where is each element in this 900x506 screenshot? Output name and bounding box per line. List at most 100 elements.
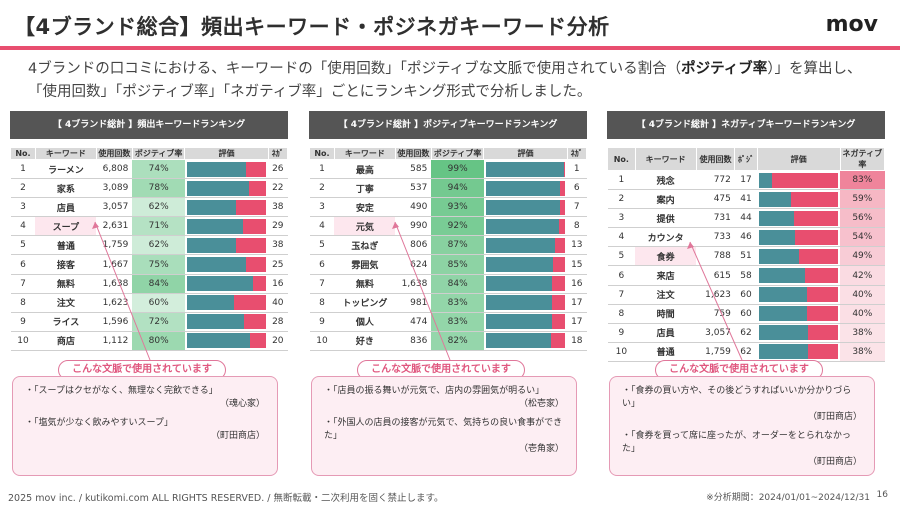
evaluation-bar-cell [184,216,269,237]
evaluation-bar [186,333,267,349]
evaluation-bar-cell [184,235,269,256]
negative-bar-segment [558,218,566,234]
rate-cell: 72% [132,312,185,332]
evaluation-bar-cell [483,197,568,218]
count-cell: 1,596 [96,312,133,332]
other-rate-cell: 42% [840,265,885,286]
rank-cell: 2 [10,178,36,199]
rate-cell: 51 [734,246,758,267]
evaluation-bar [186,199,267,215]
quote-item: ・「塩気が少なく飲みやすいスープ」 （町田商店） [25,417,265,443]
table-row: 7 無料 1,638 84% 16 [10,274,288,294]
count-cell: 1,623 [96,293,133,313]
quote-callout: ・「店員の振る舞いが元気で、店内の雰囲気が明るい」 （松壱家） ・「外国人の店員の接… [311,376,577,476]
rank-cell: 7 [309,274,335,294]
rank-cell: 5 [10,235,36,256]
table-row: 6 来店 615 58 42% [607,265,885,286]
rate-cell: 84% [431,274,484,294]
positive-bar-segment [759,248,800,264]
negative-bar-segment [236,199,267,215]
evaluation-bar-cell [483,312,568,332]
table-row: 4 カウンタ 733 46 54% [607,227,885,248]
table-row: 4 スープ 2,631 71% 29 [10,216,288,237]
header: 【4ブランド総合】頻出キーワード・ポジネガキーワード分析 mov [0,0,900,52]
negative-bar-segment [560,180,566,196]
count-cell: 981 [395,293,432,313]
negative-bar-segment [808,325,839,341]
rank-cell: 7 [607,285,636,305]
rank-cell: 4 [607,227,636,248]
evaluation-bar-cell [757,170,841,191]
positive-bar-segment [759,172,773,188]
evaluation-bar [186,161,267,177]
negative-bar-segment [806,287,839,303]
keyword-cell: ラーメン [35,159,97,180]
ranking-table: No. キーワード 使用回数 ポジティブ率 評価 ﾈｶﾞ 1 ラーメン 6,808 74% 26 2 家… [10,147,289,351]
evaluation-bar-cell [757,208,841,229]
positive-bar-segment [186,180,249,196]
rank-cell: 8 [10,293,36,313]
evaluation-bar-cell [184,331,269,351]
positive-bar-segment [759,268,805,284]
positive-bar-segment [485,257,554,273]
column-header: 使用回数 [695,147,736,171]
keyword-cell: カウンタ [635,227,697,248]
keyword-cell: 家系 [35,178,97,199]
panel-title: 【 4ブランド総計 】頻出キーワードランキング [10,111,288,139]
rate-cell: 46 [734,227,758,248]
rank-cell: 8 [607,304,636,324]
evaluation-bar [485,237,566,253]
negative-bar-segment [804,268,839,284]
negative-bar-segment [564,161,566,177]
table-row: 2 家系 3,089 78% 22 [10,178,288,199]
quote-source: （松壱家） [518,399,564,409]
count-cell: 759 [696,304,735,324]
column-header: ﾎﾟｼﾞ [734,147,758,171]
rank-cell: 1 [10,159,36,180]
table-row: 1 残念 772 17 83% [607,170,885,191]
count-cell: 836 [395,331,432,351]
rate-cell: 93% [431,197,484,218]
keyword-cell: 商店 [35,331,97,351]
count-cell: 3,057 [96,197,133,218]
positive-bar-segment [186,218,244,234]
panel-title: 【 4ブランド総計 】ネガティブキーワードランキング [607,111,885,139]
ranking-table: No. キーワード 使用回数 ﾎﾟｼﾞ 評価 ネガティブ率 1 残念 772 17 83% 2 案内 47… [607,147,886,362]
rank-cell: 9 [607,323,636,343]
count-cell: 1,759 [696,342,735,362]
evaluation-bar [186,218,267,234]
rank-cell: 9 [309,312,335,332]
evaluation-bar [759,268,839,284]
positive-bar-segment [485,295,552,311]
count-cell: 733 [696,227,735,248]
other-rate-cell: 7 [567,197,587,218]
negative-bar-segment [791,191,839,207]
positive-bar-segment [485,237,555,253]
quote-item: ・「店員の振る舞いが元気で、店内の雰囲気が明るい」 （松壱家） [324,385,564,411]
table-row: 7 無料 1,638 84% 16 [309,274,587,294]
quote-source: （町田商店） [807,412,862,422]
column-header: No. [309,147,335,160]
evaluation-bar [186,295,267,311]
keyword-cell: 店員 [35,197,97,218]
column-header: 評価 [483,147,568,160]
positive-bar-segment [759,306,807,322]
panel-title: 【 4ブランド総計 】ポジティブキーワードランキング [309,111,587,139]
table-row: 3 店員 3,057 62% 38 [10,197,288,218]
count-cell: 1,667 [96,254,133,275]
count-cell: 990 [395,216,432,237]
column-header: キーワード [634,147,697,171]
other-rate-cell: 15 [567,254,587,275]
evaluation-bar-cell [184,254,269,275]
positive-bar-segment [759,210,794,226]
rate-cell: 41 [734,189,758,210]
other-rate-cell: 26 [268,159,288,180]
negative-bar-segment [808,344,839,360]
keyword-cell: 普通 [35,235,97,256]
evaluation-bar-cell [184,159,269,180]
positive-bar-segment [759,344,809,360]
evaluation-bar [759,172,839,188]
positive-bar-segment [759,229,796,245]
table-row: 9 ライス 1,596 72% 28 [10,312,288,332]
count-cell: 585 [395,159,432,180]
